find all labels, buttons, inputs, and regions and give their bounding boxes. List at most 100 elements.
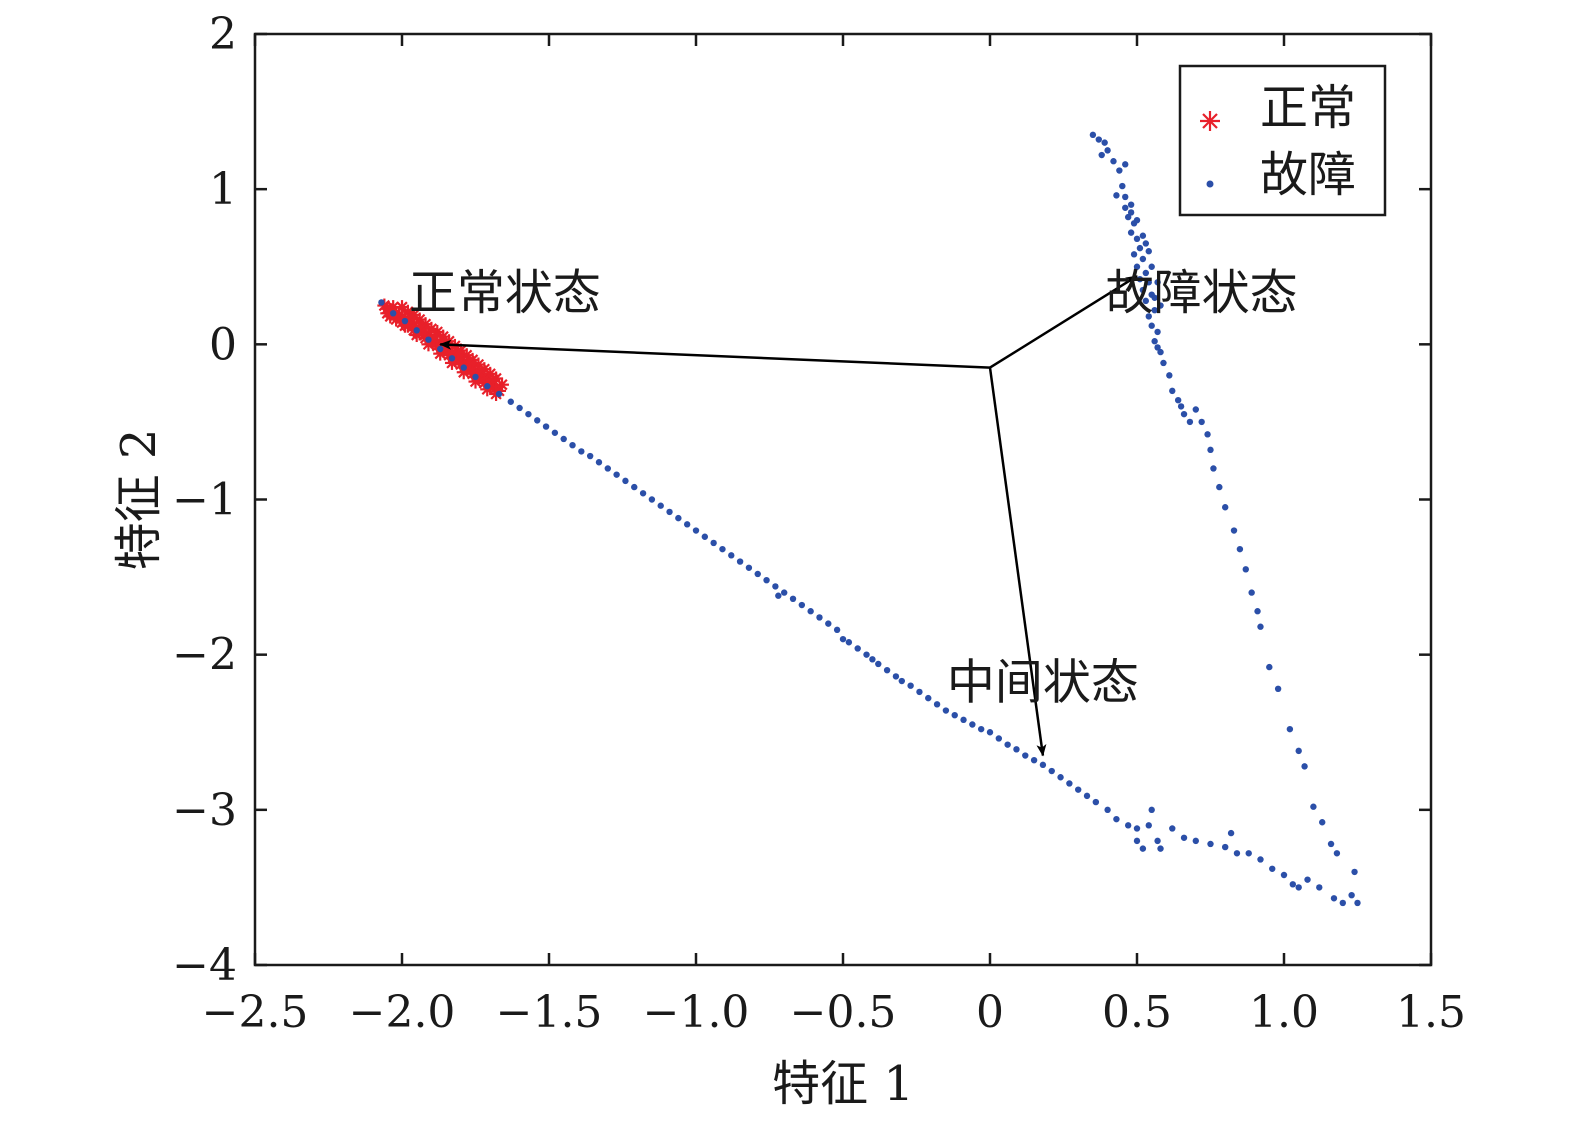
fault-point — [1207, 446, 1214, 454]
fault-point — [1333, 850, 1341, 857]
fault-point — [816, 614, 823, 621]
fault-point — [1248, 589, 1255, 596]
fault-point — [789, 595, 797, 603]
y-tick-label: −2 — [172, 630, 237, 681]
fault-point — [613, 471, 620, 478]
fault-point — [1257, 856, 1264, 863]
fault-point — [1280, 871, 1288, 879]
fault-point — [525, 410, 532, 418]
fault-point — [1286, 725, 1294, 733]
fault-point — [951, 711, 958, 719]
fault-point — [1098, 151, 1105, 159]
fault-point — [1136, 275, 1144, 283]
fault-point — [933, 701, 941, 708]
fault-point — [542, 423, 550, 430]
fault-point — [1133, 263, 1141, 270]
fault-point — [1145, 279, 1152, 286]
fault-point — [1075, 786, 1082, 793]
fault-point — [1148, 322, 1155, 329]
fault-point — [1327, 840, 1335, 848]
fault-point — [1339, 899, 1347, 907]
fault-point — [736, 558, 744, 565]
legend-marker-normal — [1200, 111, 1220, 131]
fault-point — [754, 570, 761, 578]
fault-point — [719, 545, 726, 553]
fault-point — [960, 716, 967, 724]
fault-point — [1127, 201, 1135, 208]
x-tick-label: −2.5 — [202, 987, 309, 1038]
fault-point — [1177, 403, 1185, 410]
fault-point — [1154, 837, 1161, 845]
fault-point — [898, 677, 905, 685]
fault-point — [1145, 822, 1152, 829]
fault-point — [1139, 232, 1147, 239]
fault-point — [745, 564, 753, 571]
normal-point — [494, 377, 509, 392]
fault-point — [1057, 774, 1064, 781]
x-axis-label: 特征 1 — [772, 1056, 914, 1112]
fault-point — [839, 635, 847, 643]
fault-point — [1295, 747, 1302, 755]
fault-point — [1301, 763, 1308, 770]
fault-point — [1157, 348, 1164, 356]
fault-point — [1145, 248, 1152, 255]
fault-point — [1157, 845, 1164, 852]
fault-point — [1030, 756, 1038, 764]
annotation-label: 故障状态 — [1106, 265, 1298, 321]
fault-point — [1180, 834, 1188, 841]
fault-point — [1148, 263, 1155, 270]
fault-point — [883, 666, 891, 674]
x-tick-label: 0.5 — [1102, 987, 1172, 1038]
fault-point — [1124, 822, 1132, 829]
legend-label-normal: 正常 — [1260, 80, 1356, 136]
fault-point — [833, 626, 841, 634]
fault-point — [1198, 418, 1205, 426]
fault-point — [1095, 136, 1102, 143]
fault-point — [1154, 328, 1161, 336]
fault-point — [1207, 840, 1214, 848]
fault-point — [378, 299, 385, 306]
normal-point — [474, 363, 489, 378]
legend-label-fault: 故障 — [1260, 147, 1356, 203]
fault-point — [807, 608, 814, 615]
fault-point — [1151, 294, 1158, 301]
fault-point — [977, 725, 985, 733]
y-tick-label: −3 — [172, 785, 237, 836]
fault-point — [1230, 527, 1238, 534]
fault-point — [1142, 269, 1150, 277]
fault-point — [1192, 406, 1200, 413]
normal-point — [462, 354, 477, 369]
fault-point — [1139, 255, 1147, 263]
annotation-label: 正常状态 — [409, 265, 601, 321]
fault-point — [1210, 465, 1217, 472]
fault-point — [1233, 850, 1241, 857]
annotation-arrows — [439, 274, 1138, 757]
x-tick-label: −1.5 — [496, 987, 603, 1038]
fault-point — [1013, 746, 1020, 753]
fault-point — [986, 729, 994, 736]
fault-point — [1089, 131, 1097, 139]
fault-point — [1289, 881, 1297, 888]
fault-point — [1110, 158, 1117, 165]
fault-point — [1133, 217, 1141, 224]
fault-point — [916, 688, 923, 696]
fault-point — [639, 490, 647, 497]
fault-point — [798, 601, 806, 609]
normal-point — [486, 373, 501, 388]
fault-point — [1174, 396, 1182, 404]
fault-point — [1092, 798, 1100, 806]
normal-point — [433, 346, 448, 361]
legend-marker-fault — [1206, 180, 1214, 188]
fault-point — [1004, 741, 1011, 748]
y-tick-label: 2 — [209, 9, 237, 60]
fault-point — [1169, 387, 1176, 395]
fault-point — [1274, 685, 1282, 693]
fault-point — [728, 552, 735, 559]
x-tick-label: 0 — [976, 987, 1004, 1038]
fault-point — [1348, 891, 1355, 899]
fault-point — [1145, 313, 1152, 320]
fault-point — [569, 441, 576, 449]
fault-point — [675, 514, 682, 522]
fault-point — [401, 317, 409, 325]
fault-point — [1066, 780, 1073, 787]
